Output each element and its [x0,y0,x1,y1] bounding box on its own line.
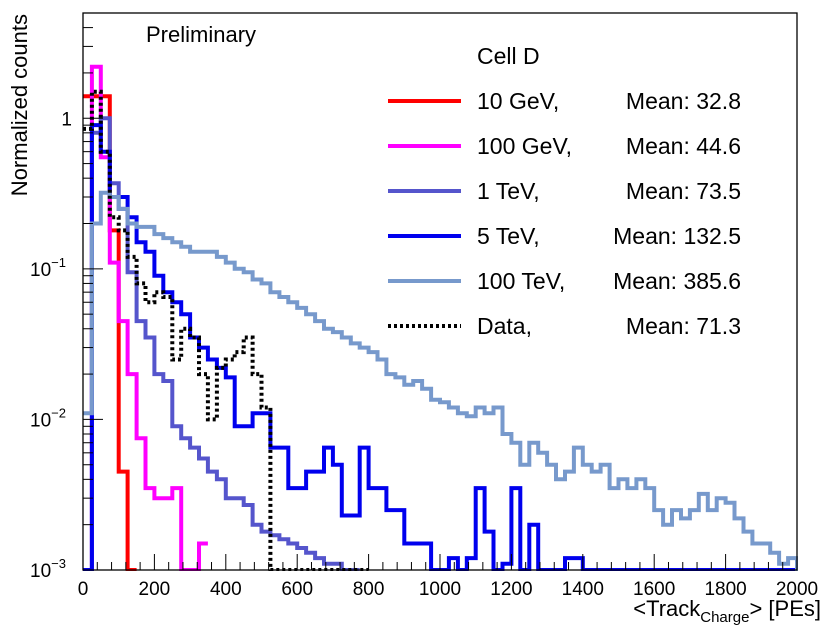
y-tick-label: 10−1 [30,255,66,281]
x-tick-label: 200 [139,579,171,600]
series-100-gev [83,64,208,571]
x-tick-label: 800 [353,579,385,600]
y-tick-label-base: 1 [61,109,72,130]
legend-label-5-tev: 5 TeV, [477,223,540,249]
x-tick-label: 2000 [776,579,818,600]
x-tick-label: 1200 [490,579,532,600]
legend-label-1-tev: 1 TeV, [477,178,540,204]
legend-label-100-gev: 100 GeV, [477,133,572,159]
y-tick-label-base: 10 [30,260,51,281]
series-1-tev [83,116,360,571]
x-tick-label: 1800 [704,579,746,600]
preliminary-label: Preliminary [146,22,256,47]
x-tick-label: 600 [281,579,313,600]
y-tick-label-exponent: −3 [51,556,66,571]
series-10-gev [83,94,137,571]
y-tick-label-base: 10 [30,410,51,431]
legend-mean-1-tev: Mean: 73.5 [626,178,741,204]
legend-mean-data: Mean: 71.3 [626,313,741,339]
y-tick-label-base: 10 [30,561,51,582]
legend-mean-5-tev: Mean: 132.5 [613,223,741,249]
x-tick-label: 1000 [419,579,461,600]
y-tick-label: 10−3 [30,556,66,582]
legend-mean-100-gev: Mean: 44.6 [626,133,741,159]
axis-ticks [82,12,798,571]
legend-label-100-tev: 100 TeV, [477,268,565,294]
y-tick-label: 1 [61,109,72,130]
x-axis-title-suffix: > [PEs] [749,596,821,621]
x-axis-title-subscript: Charge [700,609,749,626]
legend-label-data: Data, [477,313,532,339]
y-tick-label-exponent: −2 [51,405,66,420]
y-tick-label-exponent: −1 [51,255,66,270]
x-tick-label: 1600 [633,579,675,600]
x-tick-label: 400 [210,579,242,600]
x-axis-title-prefix: <Track [633,596,701,621]
x-tick-label: 1400 [562,579,604,600]
y-tick-label: 10−2 [30,405,66,431]
series-100-tev [83,190,798,571]
legend: Cell D 10 GeV, Mean: 32.8 100 GeV, Mean: 44… [388,43,741,339]
legend-label-10-gev: 10 GeV, [477,88,559,114]
legend-header: Cell D [477,43,540,69]
y-axis-title: Normalized counts [7,14,32,196]
legend-mean-100-tev: Mean: 385.6 [613,268,741,294]
axis-tick-labels: 0 200 400 600 800 1000 1200 1400 1600 1800 2000 1 10… [30,109,818,600]
x-tick-label: 0 [78,579,89,600]
x-axis-title: <TrackCharge> [PEs] [633,596,821,626]
legend-mean-10-gev: Mean: 32.8 [626,88,741,114]
